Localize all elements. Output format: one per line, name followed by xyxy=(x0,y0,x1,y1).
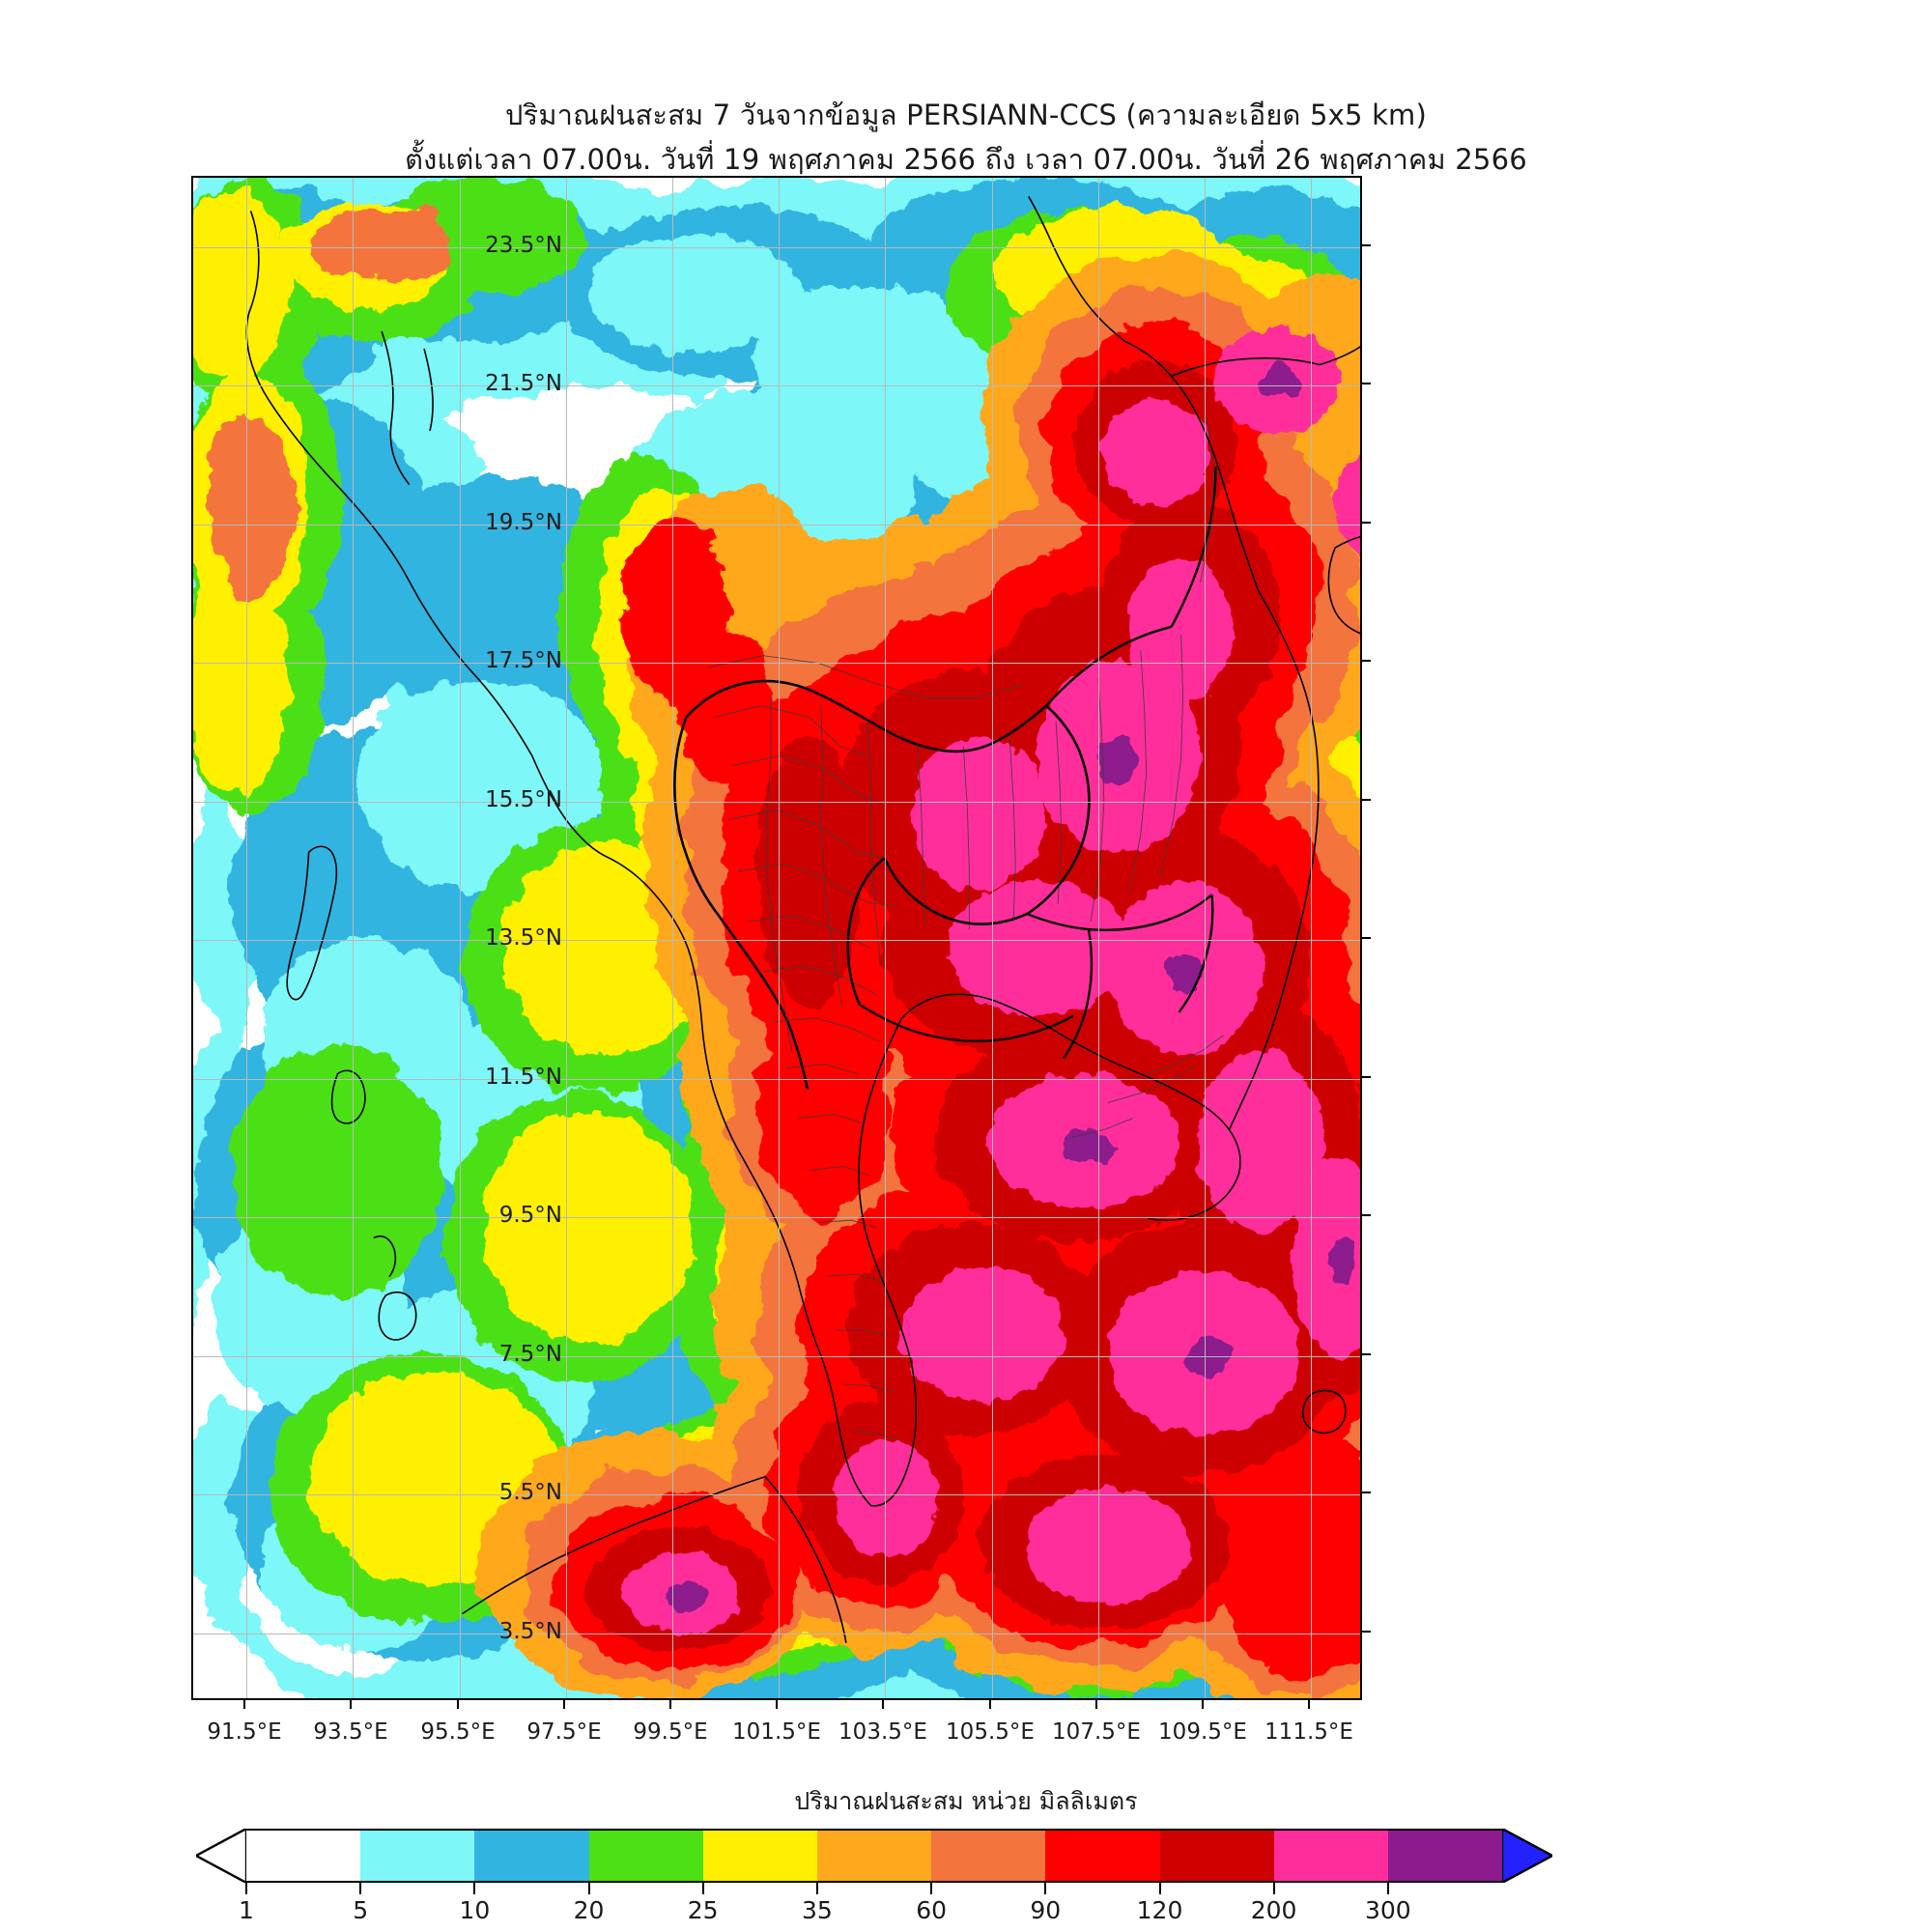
x-tick-mark xyxy=(1308,1700,1310,1709)
colorbar[interactable]: 1 5 10 20 25 35 60 90 120 200 300 xyxy=(196,1829,1552,1924)
y-tick-label-19.5N: 19.5°N xyxy=(485,510,562,535)
colorbar-label-300: 300 xyxy=(1364,1896,1411,1924)
x-tick-label-99.5E: 99.5°E xyxy=(633,1719,708,1745)
colorbar-label-5: 5 xyxy=(353,1896,369,1924)
colorbar-tick xyxy=(245,1883,247,1894)
page-title: ปริมาณฝนสะสม 7 วันจากข้อมูล PERSIANN-CCS… xyxy=(0,93,1932,182)
colorbar-cell-1[interactable] xyxy=(360,1831,475,1881)
y-tick-label-5.5N: 5.5°N xyxy=(498,1480,562,1505)
colorbar-cell-lt1[interactable] xyxy=(246,1831,361,1881)
x-tick-mark xyxy=(776,1700,778,1709)
x-tick-mark xyxy=(989,1700,991,1709)
y-tick-label-11.5N: 11.5°N xyxy=(485,1065,562,1090)
y-tick-mark xyxy=(1362,1353,1371,1355)
y-tick-mark xyxy=(1362,244,1371,246)
y-tick-label-13.5N: 13.5°N xyxy=(485,925,562,951)
title-line-1: ปริมาณฝนสะสม 7 วันจากข้อมูล PERSIANN-CCS… xyxy=(504,99,1428,131)
x-tick-mark xyxy=(563,1700,565,1709)
colorbar-label-35: 35 xyxy=(801,1896,833,1924)
colorbar-cell-25[interactable] xyxy=(816,1831,932,1881)
colorbar-tick xyxy=(359,1883,362,1894)
colorbar-cell-200[interactable] xyxy=(1387,1831,1503,1881)
colorbar-cell-10[interactable] xyxy=(588,1831,703,1881)
colorbar-label-90: 90 xyxy=(1030,1896,1062,1924)
colorbar-label-1: 1 xyxy=(239,1896,254,1924)
y-tick-mark xyxy=(1362,937,1371,939)
x-tick-mark xyxy=(1095,1700,1097,1709)
x-tick-label-105.5E: 105.5°E xyxy=(946,1719,1035,1745)
x-tick-mark xyxy=(882,1700,884,1709)
y-tick-label-21.5N: 21.5°N xyxy=(485,371,562,396)
colorbar-tick xyxy=(1386,1883,1389,1894)
colorbar-cell-60[interactable] xyxy=(1045,1831,1160,1881)
y-tick-mark xyxy=(1362,660,1371,662)
y-tick-label-17.5N: 17.5°N xyxy=(485,648,562,673)
rainfall-contour-canvas xyxy=(193,178,1360,1698)
colorbar-label-60: 60 xyxy=(916,1896,947,1924)
colorbar-cell-90[interactable] xyxy=(1159,1831,1274,1881)
x-tick-mark xyxy=(350,1700,352,1709)
colorbar-tick xyxy=(701,1883,704,1894)
colorbar-title: ปริมาณฝนสะสม หน่วย มิลลิเมตร xyxy=(794,1787,1138,1815)
x-tick-label-95.5E: 95.5°E xyxy=(420,1719,496,1745)
y-tick-label-9.5N: 9.5°N xyxy=(498,1203,562,1228)
colorbar-cell-5[interactable] xyxy=(474,1831,589,1881)
y-tick-label-15.5N: 15.5°N xyxy=(485,787,562,812)
y-tick-mark xyxy=(1362,1492,1371,1493)
y-tick-mark xyxy=(1362,1631,1371,1633)
x-tick-label-107.5E: 107.5°E xyxy=(1052,1719,1141,1745)
x-tick-label-109.5E: 109.5°E xyxy=(1158,1719,1247,1745)
x-tick-mark xyxy=(457,1700,459,1709)
colorbar-cell-35[interactable] xyxy=(931,1831,1046,1881)
colorbar-over-arrow xyxy=(1502,1829,1552,1883)
x-tick-label-93.5E: 93.5°E xyxy=(313,1719,388,1745)
colorbar-label-200: 200 xyxy=(1250,1896,1297,1924)
colorbar-cell-20[interactable] xyxy=(702,1831,817,1881)
colorbar-tick xyxy=(1272,1883,1275,1894)
x-tick-label-103.5E: 103.5°E xyxy=(838,1719,927,1745)
x-tick-mark xyxy=(1202,1700,1204,1709)
x-tick-label-91.5E: 91.5°E xyxy=(207,1719,282,1745)
x-tick-mark xyxy=(243,1700,245,1709)
colorbar-label-10: 10 xyxy=(459,1896,491,1924)
y-tick-mark xyxy=(1362,1214,1371,1216)
y-tick-label-3.5N: 3.5°N xyxy=(498,1619,562,1644)
colorbar-label-25: 25 xyxy=(687,1896,719,1924)
y-tick-mark xyxy=(1362,1076,1371,1078)
colorbar-label-120: 120 xyxy=(1136,1896,1183,1924)
colorbar-tick xyxy=(587,1883,590,1894)
colorbar-tick xyxy=(1044,1883,1047,1894)
y-tick-label-23.5N: 23.5°N xyxy=(485,233,562,258)
colorbar-tick xyxy=(930,1883,933,1894)
colorbar-tick xyxy=(815,1883,818,1894)
x-tick-mark xyxy=(669,1700,671,1709)
colorbar-swatches[interactable] xyxy=(246,1829,1503,1883)
x-tick-label-101.5E: 101.5°E xyxy=(732,1719,821,1745)
x-tick-label-111.5E: 111.5°E xyxy=(1264,1719,1353,1745)
y-tick-mark xyxy=(1362,383,1371,384)
colorbar-cell-120[interactable] xyxy=(1273,1831,1388,1881)
y-tick-label-7.5N: 7.5°N xyxy=(498,1342,562,1367)
colorbar-under-arrow xyxy=(196,1829,246,1883)
map-plot-area[interactable] xyxy=(191,176,1362,1700)
y-tick-mark xyxy=(1362,522,1371,524)
colorbar-tick xyxy=(473,1883,476,1894)
colorbar-tick xyxy=(1158,1883,1161,1894)
y-tick-mark xyxy=(1362,799,1371,801)
x-tick-label-97.5E: 97.5°E xyxy=(526,1719,602,1745)
title-line-2: ตั้งแต่เวลา 07.00น. วันที่ 19 พฤศภาคม 25… xyxy=(405,143,1527,176)
colorbar-label-20: 20 xyxy=(573,1896,605,1924)
